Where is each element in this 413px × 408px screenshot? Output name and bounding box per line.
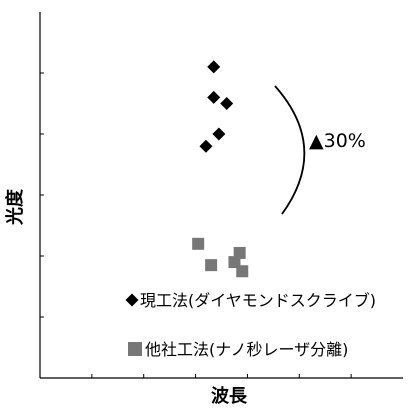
competitor-method-point: [236, 265, 249, 278]
axes-layer: [39, 12, 403, 379]
current-method-point: [207, 60, 221, 74]
competitor-method-point: [205, 259, 218, 272]
current-method-point: [212, 127, 226, 141]
competitor-method-point: [192, 237, 205, 250]
current-method-point: [199, 139, 213, 153]
y-axis-label: 光度: [4, 188, 26, 226]
legend-layer: 現工法(ダイヤモンドスクライブ) 他社工法(ナノ秒レーザ分離): [125, 291, 376, 359]
competitor-method-point: [233, 246, 246, 259]
legend-diamond-marker: [125, 293, 139, 307]
x-axis-label: 波長: [211, 385, 248, 407]
improvement-bracket: [274, 85, 306, 215]
improvement-annotation: ▲30%: [309, 130, 366, 152]
ticks-layer: [40, 72, 352, 378]
legend-label-current-method: 現工法(ダイヤモンドスクライブ): [140, 291, 376, 310]
current-method-point: [220, 97, 234, 110]
annotation-layer: ▲30%: [274, 85, 366, 215]
points-layer: [192, 60, 249, 278]
current-method-point: [207, 90, 221, 104]
legend-label-competitor-method: 他社工法(ナノ秒レーザ分離): [145, 340, 348, 359]
legend-square-marker: [128, 342, 142, 356]
competitor-method-point: [228, 256, 241, 269]
